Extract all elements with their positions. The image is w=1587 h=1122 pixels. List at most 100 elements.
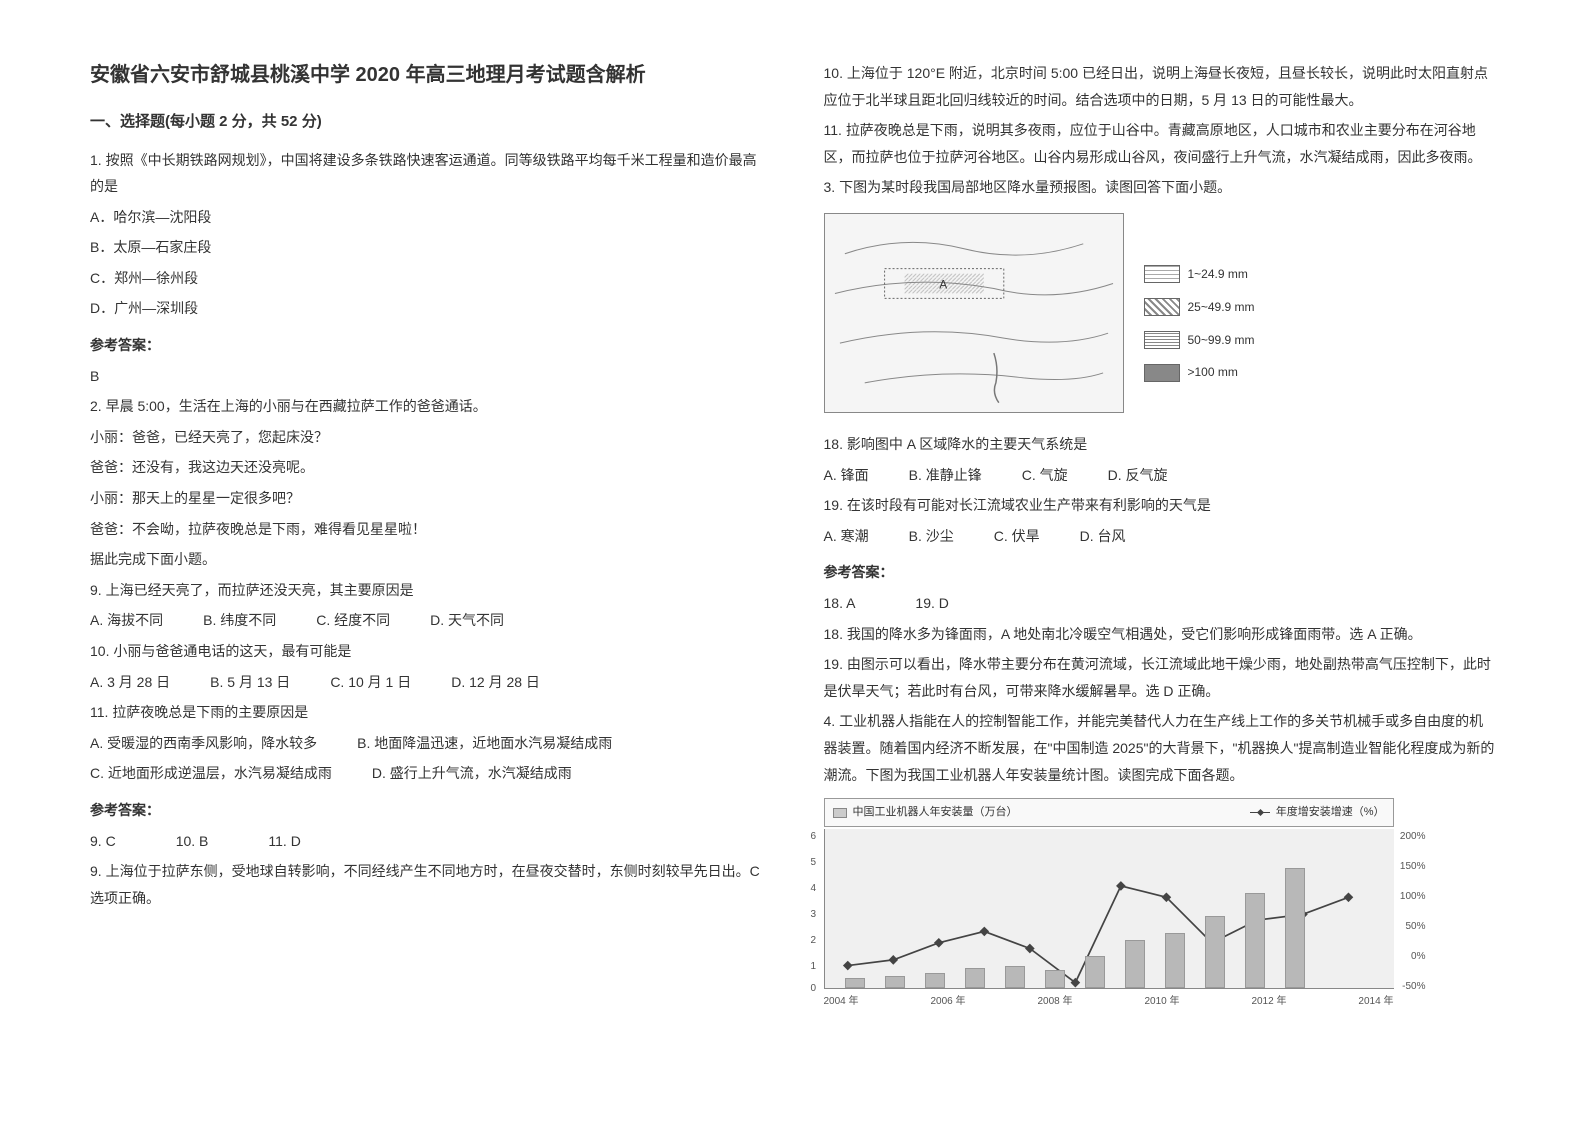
q3-answers: 18. A 19. D [824, 590, 1498, 617]
map-legend: 1~24.9 mm 25~49.9 mm 50~99.9 mm >100 mm [1144, 263, 1255, 394]
q2-sub11-d: D. 盛行上升气流，水汽凝结成雨 [372, 760, 572, 787]
q3-answer-label: 参考答案： [824, 559, 1498, 586]
q2-explain10: 10. 上海位于 120°E 附近，北京时间 5:00 已经日出，说明上海昼长夜… [824, 60, 1498, 113]
yl-3: 3 [811, 905, 817, 924]
q3-sub19-opts: A. 寒潮 B. 沙尘 C. 伏旱 D. 台风 [824, 523, 1498, 550]
q3-sub18-b: B. 准静止锋 [909, 462, 982, 489]
q2-answer-label: 参考答案： [90, 797, 764, 824]
q4-stem: 4. 工业机器人指能在人的控制智能工作，并能完美替代人力在生产线上工作的多关节机… [824, 708, 1498, 788]
q2-dialog-0: 小丽：爸爸，已经天亮了，您起床没？ [90, 424, 764, 451]
q3-sub18-c: C. 气旋 [1022, 462, 1068, 489]
map-svg: A [825, 214, 1123, 413]
q2-note: 据此完成下面小题。 [90, 546, 764, 573]
q2-sub11: 11. 拉萨夜晚总是下雨的主要原因是 [90, 699, 764, 726]
q1-opt-a: A．哈尔滨—沈阳段 [90, 204, 764, 231]
yr-2: 100% [1400, 887, 1426, 906]
q1-answer: B [90, 363, 764, 390]
q2-dialog-3: 爸爸：不会呦，拉萨夜晚总是下雨，难得看见星星啦！ [90, 516, 764, 543]
q3-explain19: 19. 由图示可以看出，降水带主要分布在黄河流域，长江流域此地干燥少雨，地处副热… [824, 651, 1498, 704]
q2-sub11-c: C. 近地面形成逆温层，水汽易凝结成雨 [90, 760, 332, 787]
yl-0: 0 [811, 979, 817, 998]
chart-bar [1045, 970, 1065, 988]
chart-bar [1125, 940, 1145, 988]
q2-sub10-c: C. 10 月 1 日 [330, 669, 411, 696]
line-marker [1116, 881, 1126, 891]
q3-sub19-a: A. 寒潮 [824, 523, 869, 550]
legend-item-2: 25~49.9 mm [1144, 296, 1255, 319]
q2-sub9-opts: A. 海拔不同 B. 纬度不同 C. 经度不同 D. 天气不同 [90, 607, 764, 634]
q2-sub11-row2: C. 近地面形成逆温层，水汽易凝结成雨 D. 盛行上升气流，水汽凝结成雨 [90, 760, 764, 787]
q1-opt-d: D．广州—深圳段 [90, 295, 764, 322]
chart-bar [1245, 893, 1265, 988]
chart-bar [845, 978, 865, 988]
precipitation-map: A 1~24.9 mm 25~49.9 mm 50~99.9 mm [824, 213, 1324, 423]
yl-2: 2 [811, 931, 817, 950]
legend-swatch-4 [1144, 364, 1180, 382]
q3-sub18-opts: A. 锋面 B. 准静止锋 C. 气旋 D. 反气旋 [824, 462, 1498, 489]
q3-sub19-b: B. 沙尘 [909, 523, 954, 550]
q3-sub19: 19. 在该时段有可能对长江流域农业生产带来有利影响的天气是 [824, 492, 1498, 519]
q2-dialog-1: 爸爸：还没有，我这边天还没亮呢。 [90, 454, 764, 481]
q3-ans-18: 18. A [824, 590, 856, 617]
q2-ans-9: 9. C [90, 828, 116, 855]
legend-label-3: 50~99.9 mm [1188, 329, 1255, 352]
yl-6: 6 [811, 827, 817, 846]
q2-sub9: 9. 上海已经天亮了，而拉萨还没天亮，其主要原因是 [90, 577, 764, 604]
chart-legend-left: 中国工业机器人年安装量（万台） [833, 802, 1018, 823]
legend-label-1: 1~24.9 mm [1188, 263, 1248, 286]
chart-legend: 中国工业机器人年安装量（万台） 年度增安装增速（%） [824, 798, 1394, 827]
q3-sub19-d: D. 台风 [1080, 523, 1126, 550]
q2-sub10: 10. 小丽与爸爸通电话的这天，最有可能是 [90, 638, 764, 665]
chart-svg [825, 829, 1394, 1011]
svg-text:A: A [939, 277, 947, 291]
chart-bar [1085, 956, 1105, 988]
chart-bar [885, 976, 905, 988]
q2-sub9-d: D. 天气不同 [430, 607, 504, 634]
q2-dialog-2: 小丽：那天上的星星一定很多吧？ [90, 485, 764, 512]
section1-header: 一、选择题(每小题 2 分，共 52 分) [90, 108, 764, 137]
q2-sub9-b: B. 纬度不同 [203, 607, 276, 634]
yl-1: 1 [811, 957, 817, 976]
q2-sub11-a: A. 受暖湿的西南季风影响，降水较多 [90, 730, 317, 757]
yr-1: 150% [1400, 857, 1426, 876]
line-marker [933, 938, 943, 948]
yr-0: 200% [1400, 827, 1426, 846]
q2-sub9-a: A. 海拔不同 [90, 607, 163, 634]
q1-stem: 1. 按照《中长期铁路网规划》，中国将建设多条铁路快速客运通道。同等级铁路平均每… [90, 147, 764, 200]
q2-sub11-row1: A. 受暖湿的西南季风影响，降水较多 B. 地面降温迅速，近地面水汽易凝结成雨 [90, 730, 764, 757]
legend-label-4: >100 mm [1188, 361, 1238, 384]
yr-3: 50% [1405, 917, 1425, 936]
q1-opt-c: C．郑州—徐州段 [90, 265, 764, 292]
line-marker [842, 961, 852, 971]
q2-sub10-b: B. 5 月 13 日 [210, 669, 290, 696]
q2-sub9-c: C. 经度不同 [316, 607, 390, 634]
robot-chart: 中国工业机器人年安装量（万台） 年度增安装增速（%） 6 5 4 3 2 1 0… [824, 798, 1394, 1011]
legend-swatch-3 [1144, 331, 1180, 349]
legend-item-3: 50~99.9 mm [1144, 329, 1255, 352]
q2-sub11-b: B. 地面降温迅速，近地面水汽易凝结成雨 [357, 730, 612, 757]
q2-ans-11: 11. D [268, 828, 300, 855]
q2-intro: 2. 早晨 5:00，生活在上海的小丽与在西藏拉萨工作的爸爸通话。 [90, 393, 764, 420]
legend-swatch-1 [1144, 265, 1180, 283]
q3-sub18-a: A. 锋面 [824, 462, 869, 489]
right-column: 10. 上海位于 120°E 附近，北京时间 5:00 已经日出，说明上海昼长夜… [824, 60, 1498, 1062]
chart-legend-right: 年度增安装增速（%） [1250, 802, 1385, 823]
chart-bar [1165, 933, 1185, 988]
legend-item-1: 1~24.9 mm [1144, 263, 1255, 286]
q1-opt-b: B．太原—石家庄段 [90, 234, 764, 261]
yr-5: -50% [1402, 977, 1425, 996]
chart-bar [1005, 966, 1025, 988]
chart-body: 6 5 4 3 2 1 0 200% 150% 100% 50% 0% -50% [824, 829, 1394, 989]
q3-sub18: 18. 影响图中 A 区域降水的主要天气系统是 [824, 431, 1498, 458]
q3-stem: 3. 下图为某时段我国局部地区降水量预报图。读图回答下面小题。 [824, 174, 1498, 201]
q3-ans-19: 19. D [915, 590, 948, 617]
yr-4: 0% [1411, 947, 1425, 966]
chart-bar [925, 973, 945, 988]
q2-explain9: 9. 上海位于拉萨东侧，受地球自转影响，不同经线产生不同地方时，在昼夜交替时，东… [90, 858, 764, 911]
q2-sub10-opts: A. 3 月 28 日 B. 5 月 13 日 C. 10 月 1 日 D. 1… [90, 669, 764, 696]
line-marker [888, 955, 898, 965]
legend-item-4: >100 mm [1144, 361, 1255, 384]
yl-4: 4 [811, 879, 817, 898]
q2-sub10-d: D. 12 月 28 日 [451, 669, 540, 696]
line-marker [979, 927, 989, 937]
